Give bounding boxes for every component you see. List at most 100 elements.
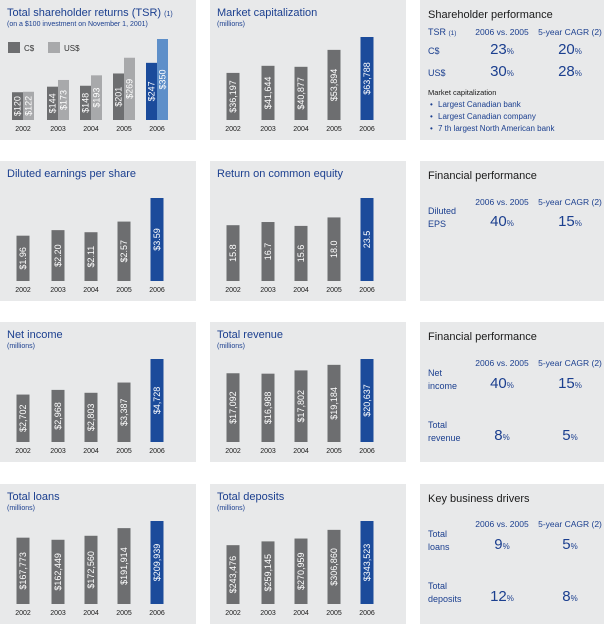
bar (226, 545, 240, 604)
market-cap-subheading: Market capitalization (428, 88, 497, 97)
bar (360, 521, 374, 604)
row-label-line2: EPS (428, 219, 447, 229)
bar-label: $209,939 (152, 544, 162, 582)
row-label-line2: income (428, 381, 458, 391)
bar-label: 18.0 (329, 240, 339, 258)
x-tick-label: 2003 (50, 126, 66, 133)
bar (360, 359, 374, 442)
chart-title: Total shareholder returns (TSR) (1) (7, 7, 173, 19)
bar-label: 15.8 (228, 244, 238, 262)
bar (84, 535, 98, 604)
bar (294, 225, 308, 281)
x-tick-label: 2006 (359, 126, 375, 133)
x-tick-label: 2004 (293, 126, 309, 133)
value-net-income-cagr: 15% (558, 375, 582, 392)
chart-title: Net income (7, 329, 63, 341)
x-tick-label: 2004 (83, 448, 99, 455)
bar (51, 230, 65, 281)
value-revenue-cagr: 5% (562, 427, 578, 444)
bar-label: $243,476 (228, 556, 238, 594)
row-label-line1: Diluted (428, 206, 457, 216)
panel-title: Shareholder performance (428, 9, 553, 21)
bar-label: $2.57 (119, 240, 129, 263)
bar (294, 538, 308, 604)
x-tick-label: 2003 (260, 126, 276, 133)
value-deposits-cagr: 8% (562, 588, 578, 605)
col-header-yoy: 2006 vs. 2005 (475, 27, 529, 37)
bar-label: $16,988 (263, 392, 273, 425)
panel-title: Financial performance (428, 331, 537, 343)
bar-label: $4,728 (152, 387, 162, 415)
chart-subtitle: (millions) (7, 343, 35, 350)
bar (51, 389, 65, 442)
bar-label: 15.6 (296, 245, 306, 263)
x-tick-label: 2003 (50, 448, 66, 455)
bar-label: $53,894 (329, 69, 339, 102)
net-income-bar-chart: $2,702 2002 $2,968 2003 $2,803 2004 $3,387 2005… (15, 359, 165, 455)
bar-label: $1.96 (18, 247, 28, 270)
panel-title: Key business drivers (428, 493, 530, 505)
x-tick-label: 2006 (359, 287, 375, 294)
chart-subtitle: (on a $100 investment on November 1, 200… (7, 21, 148, 28)
x-tick-label: 2003 (260, 610, 276, 617)
x-tick-label: 2005 (326, 448, 342, 455)
bar-label: $2.11 (86, 246, 96, 268)
x-tick-label: 2003 (50, 287, 66, 294)
bar (117, 528, 131, 604)
bar-usd-label: $173 (59, 90, 69, 110)
bar (327, 364, 341, 442)
bar (327, 529, 341, 604)
x-tick-label: 2004 (83, 610, 99, 617)
bullet-item: Largest Canadian bank (430, 100, 521, 109)
bar-label: $306,860 (329, 548, 339, 586)
x-tick-label: 2002 (225, 448, 241, 455)
x-tick-label: 2005 (326, 287, 342, 294)
panel-title: Financial performance (428, 170, 537, 182)
bar (261, 65, 275, 120)
bar-cad (80, 85, 91, 120)
bar-label: $343,523 (362, 544, 372, 582)
bar-label: $167,773 (18, 552, 28, 590)
value-usd-yoy: 30% (490, 63, 514, 80)
x-tick-label: 2006 (149, 287, 165, 294)
bar (16, 235, 30, 281)
row-label-line2: deposits (428, 594, 462, 604)
bar-cad-label: $247 (147, 81, 157, 101)
bar-cad-label: $148 (81, 93, 91, 113)
bar-label: $63,788 (362, 62, 372, 95)
bar-usd-label: $122 (24, 96, 34, 116)
value-revenue-yoy: 8% (494, 427, 510, 444)
bar-label: 23.5 (362, 231, 372, 249)
bar-label: $40,877 (296, 77, 306, 110)
x-tick-label: 2005 (116, 126, 132, 133)
bar (84, 392, 98, 442)
bar (16, 537, 30, 604)
row-label-line1: Net (428, 368, 443, 378)
bar (294, 370, 308, 442)
x-tick-label: 2006 (359, 448, 375, 455)
eps-bar-chart: $1.96 2002 $2.20 2003 $2.11 2004 $2.57 2005 $3.5… (15, 198, 165, 294)
value-deposits-yoy: 12% (490, 588, 514, 605)
bar-cad-label: $144 (48, 93, 58, 113)
eps-chart-panel: Diluted earnings per share $1.96 2002 $2.2… (0, 161, 196, 301)
bar-label: $20,637 (362, 384, 372, 417)
value-usd-cagr: 28% (558, 63, 582, 80)
x-tick-label: 2004 (293, 610, 309, 617)
bar (360, 37, 374, 120)
bar-label: $19,184 (329, 387, 339, 420)
total-deposits-chart-panel: Total deposits (millions) $243,476 2002 $2… (210, 484, 406, 624)
shareholder-performance-panel: Shareholder performance TSR (1) 2006 vs.… (420, 0, 604, 140)
x-tick-label: 2003 (260, 448, 276, 455)
bullet-item: 7 th largest North American bank (430, 124, 554, 133)
bar (226, 225, 240, 281)
col-header-cagr: 5-year CAGR (2) (538, 519, 602, 529)
x-tick-label: 2006 (149, 448, 165, 455)
x-tick-label: 2004 (83, 126, 99, 133)
bullet-item: Largest Canadian company (430, 112, 536, 121)
bar-usd (58, 79, 69, 120)
bar-usd-label: $350 (158, 69, 168, 89)
bar-label: $191,914 (119, 547, 129, 585)
financial-performance-panel-eps: Financial performance 2006 vs. 2005 5-ye… (420, 161, 604, 301)
chart-subtitle: (millions) (217, 343, 245, 350)
x-tick-label: 2003 (50, 610, 66, 617)
